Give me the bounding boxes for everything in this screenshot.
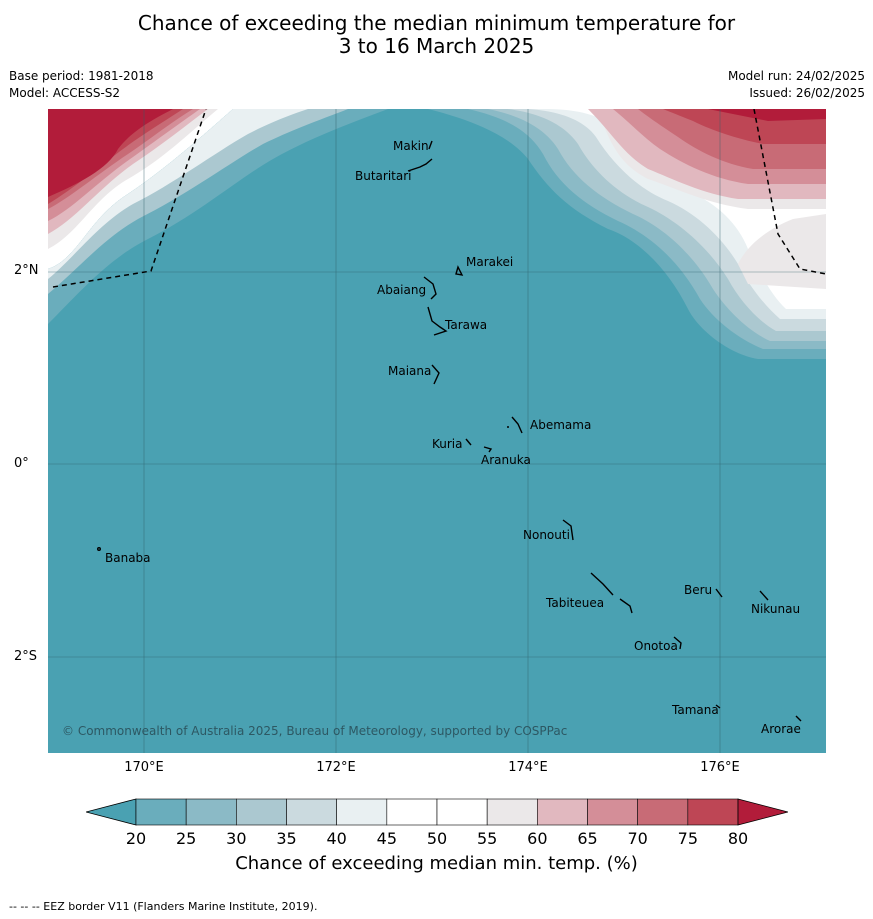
island-shape-banaba [97,547,102,552]
label-maiana: Maiana [388,364,432,378]
colorbar-tick-label: 25 [175,829,197,848]
colorbar-segment [486,798,538,826]
label-tarawa: Tarawa [445,318,488,332]
base-period: Base period: 1981-2018 [9,69,154,83]
island-shape-maiana [431,364,440,385]
island-shape-butaritari [407,158,433,172]
lon-tick-176e: 176°E [700,760,740,775]
colorbar-tick-label: 75 [677,829,698,848]
model-name: Model: ACCESS-S2 [9,86,121,100]
colorbar-tick-label: 30 [226,829,247,848]
eez-footer-note: -- -- -- EEZ border V11 (Flanders Marine… [9,900,318,913]
model-run: Model run: 24/02/2025 [727,69,865,83]
band-ne-80 [708,109,826,121]
graticule [48,109,826,753]
colorbar-segment [687,798,739,826]
lon-tick-174e: 174°E [508,760,548,775]
colorbar-segment [185,798,237,826]
colorbar-segment [386,798,438,826]
colorbar-tick-label: 70 [627,829,648,848]
map-title: Chance of exceeding the median minimum t… [0,12,873,58]
probability-map [48,109,826,753]
title-line-2: 3 to 16 March 2025 [338,34,535,58]
label-tabiteuea: Tabiteuea [546,596,605,610]
label-abemama: Abemama [530,418,592,432]
label-kuria: Kuria [432,437,463,451]
island-shape-tamana [715,704,721,709]
eez-border-west [52,109,207,288]
lat-tick-0: 0° [14,456,29,471]
label-makin: Makin [393,139,429,153]
band-nw-80 [48,109,173,197]
colorbar-tick-label: 55 [476,829,498,848]
label-arorae: Arorae [761,722,801,736]
island-shape-onotoa [673,636,682,650]
eez-border-east [753,109,826,275]
colorbar-segment [537,798,588,826]
islands [97,140,802,722]
colorbar-tick-label: 50 [426,829,448,848]
colorbar-tick-label: 20 [125,829,147,848]
label-marakei: Marakei [466,255,514,269]
lon-tick-172e: 172°E [316,760,356,775]
colorbar [86,798,788,826]
colorbar-tick-label: 65 [577,829,598,848]
lon-tick-170e: 170°E [124,760,164,775]
meta-left: Base period: 1981-2018 Model: ACCESS-S2 [9,68,154,102]
label-aranuka: Aranuka [481,453,531,467]
colorbar-tick-label: 60 [527,829,548,848]
issued-date: Issued: 26/02/2025 [749,86,865,100]
island-shape-marakei [455,265,464,276]
label-abaiang: Abaiang [377,283,427,297]
label-nikunau: Nikunau [751,602,801,616]
island-shape-beru [715,588,723,598]
colorbar-tick-label: 80 [727,829,749,848]
island-shape-nonouti [562,519,574,541]
colorbar-segment [135,798,187,826]
label-butaritari: Butaritari [355,169,412,183]
colorbar-segment [637,798,689,826]
island-shape-nikunau [759,590,769,601]
lat-tick-2s: 2°S [14,649,38,664]
colorbar-label: Chance of exceeding median min. temp. (%… [235,853,638,874]
colorbar-segment [286,798,337,826]
label-onotoa: Onotoa [634,639,678,653]
colorbar-extend-low [86,798,137,826]
label-tamana: Tamana [672,703,719,717]
island-shape-tabiteuea [590,572,633,614]
colorbar-tick-label: 45 [376,829,397,848]
colorbar-tick-label: 35 [276,829,297,848]
island-shape-tarawa [427,306,448,336]
colorbar-segment [436,798,488,826]
island-shape-makin [428,140,433,150]
colorbar-segment [236,798,287,826]
label-nonouti: Nonouti [523,528,570,542]
colorbar-tick-label: 40 [326,829,347,848]
label-beru: Beru [684,583,713,597]
colorbar-segment [587,798,638,826]
label-banaba: Banaba [105,551,151,565]
title-line-1: Chance of exceeding the median minimum t… [137,11,736,35]
meta-right: Model run: 24/02/2025 Issued: 26/02/2025 [728,68,865,102]
lat-tick-2n: 2°N [14,263,39,278]
island-shape-abaiang [423,276,437,300]
copyright-notice: © Commonwealth of Australia 2025, Bureau… [62,724,568,738]
colorbar-extend-high [737,798,788,826]
island-shape-kuria-aranuka [465,438,493,453]
island-shape-arorae [795,715,802,722]
island-shape-abemama [507,416,523,434]
colorbar-segment [336,798,388,826]
